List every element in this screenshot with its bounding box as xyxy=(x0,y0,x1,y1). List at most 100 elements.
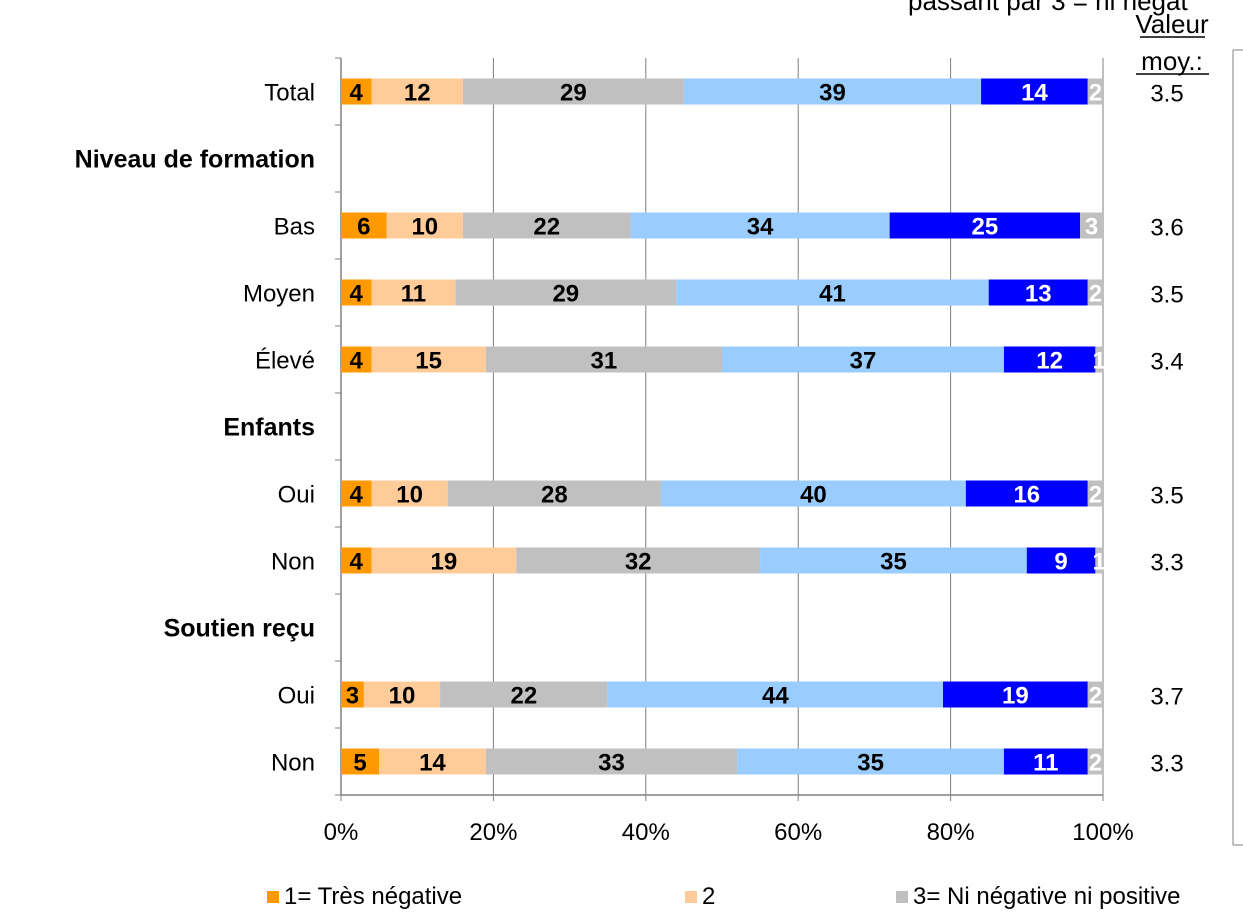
bar-segment xyxy=(1095,346,1103,373)
bar-segment xyxy=(341,279,372,306)
x-tick-label: 40% xyxy=(622,819,670,846)
row-label: Total xyxy=(264,80,315,107)
bar-segment xyxy=(1095,547,1103,574)
group-label: Niveau de formation xyxy=(75,146,315,174)
x-tick-label: 0% xyxy=(324,819,359,846)
data-label: 22 xyxy=(533,214,560,241)
bar-segment xyxy=(341,212,387,239)
data-label: 2 xyxy=(1089,482,1102,509)
bar-segment xyxy=(1087,279,1103,306)
data-label: 37 xyxy=(850,348,877,375)
data-label: 2 xyxy=(1089,683,1102,710)
bar-segment xyxy=(981,78,1088,105)
data-label: 2 xyxy=(1089,80,1102,107)
bar-segment xyxy=(485,346,722,373)
mean-value: 3.4 xyxy=(1150,349,1183,376)
data-label: 40 xyxy=(800,482,827,509)
data-label: 29 xyxy=(560,80,587,107)
row-label: Oui xyxy=(278,683,315,710)
data-label: 35 xyxy=(880,549,907,576)
bar-segment xyxy=(341,480,372,507)
legend-swatch xyxy=(267,891,279,903)
bar-segment xyxy=(447,480,662,507)
row-label: Bas xyxy=(274,214,315,241)
mean-value: 3.5 xyxy=(1150,483,1183,510)
x-tick-label: 60% xyxy=(774,819,822,846)
data-label: 4 xyxy=(350,281,364,308)
group-label: Enfants xyxy=(223,414,315,442)
legend-swatch xyxy=(685,891,697,903)
bar-segment xyxy=(462,212,631,239)
bar-segment xyxy=(942,681,1088,708)
row-label: Non xyxy=(271,750,315,777)
data-label: 33 xyxy=(598,750,625,777)
mean-value: 3.5 xyxy=(1150,81,1183,108)
clipped-header-text: passant par 3 = ni négat xyxy=(908,0,1188,16)
data-label: 14 xyxy=(419,750,446,777)
legend-swatch xyxy=(896,891,908,903)
bar-segment xyxy=(440,681,608,708)
bar-segment xyxy=(371,346,486,373)
data-label: 4 xyxy=(350,348,364,375)
bar-segment xyxy=(341,547,372,574)
bar-segment xyxy=(1087,748,1103,775)
bar-segment xyxy=(737,748,1004,775)
row-label: Non xyxy=(271,549,315,576)
data-label: 5 xyxy=(353,750,366,777)
data-label: 1 xyxy=(1093,348,1106,375)
bar-segment xyxy=(1003,346,1096,373)
bar-segment xyxy=(1087,480,1103,507)
bar-segment xyxy=(607,681,943,708)
legend-label: 3= Ni négative ni positive xyxy=(913,883,1181,910)
data-label: 9 xyxy=(1054,549,1067,576)
data-label: 34 xyxy=(747,214,774,241)
bar-segment xyxy=(965,480,1088,507)
bar-segment xyxy=(1003,748,1088,775)
bar-segment xyxy=(455,279,677,306)
data-label: 10 xyxy=(389,683,416,710)
data-label: 25 xyxy=(972,214,999,241)
data-label: 19 xyxy=(431,549,458,576)
data-label: 12 xyxy=(1036,348,1063,375)
bar-segment xyxy=(988,279,1088,306)
bar-segment xyxy=(676,279,989,306)
data-label: 15 xyxy=(415,348,442,375)
bar-segment xyxy=(722,346,1004,373)
data-label: 44 xyxy=(762,683,789,710)
bar-segment xyxy=(1026,547,1096,574)
data-label: 29 xyxy=(552,281,579,308)
data-label: 32 xyxy=(625,549,652,576)
data-label: 3 xyxy=(1085,214,1098,241)
bar-segment xyxy=(371,279,456,306)
data-label: 11 xyxy=(1033,750,1058,777)
bar-segment xyxy=(462,78,684,105)
data-label: 3 xyxy=(346,683,359,710)
data-label: 12 xyxy=(404,80,431,107)
row-label: Élevé xyxy=(255,348,315,375)
bar-segment xyxy=(661,480,966,507)
bar-segment xyxy=(516,547,761,574)
data-label: 6 xyxy=(357,214,370,241)
data-label: 11 xyxy=(401,281,426,308)
data-label: 19 xyxy=(1002,683,1029,710)
row-label: Oui xyxy=(278,482,315,509)
data-label: 4 xyxy=(350,80,364,107)
mean-value: 3.7 xyxy=(1150,684,1183,711)
bar-segment xyxy=(371,480,448,507)
mean-header-line1: Valeur xyxy=(1135,9,1209,39)
bar-segment xyxy=(341,681,364,708)
mean-value: 3.3 xyxy=(1150,550,1183,577)
bar-segment xyxy=(341,748,380,775)
data-label: 10 xyxy=(411,214,438,241)
data-label: 35 xyxy=(857,750,884,777)
data-label: 1 xyxy=(1093,549,1106,576)
group-label: Soutien reçu xyxy=(164,615,315,643)
row-label: Moyen xyxy=(243,281,315,308)
data-label: 4 xyxy=(350,549,364,576)
data-label: 13 xyxy=(1025,281,1052,308)
bar-segment xyxy=(1080,212,1103,239)
data-label: 10 xyxy=(396,482,423,509)
x-tick-label: 20% xyxy=(469,819,517,846)
data-label: 28 xyxy=(541,482,568,509)
